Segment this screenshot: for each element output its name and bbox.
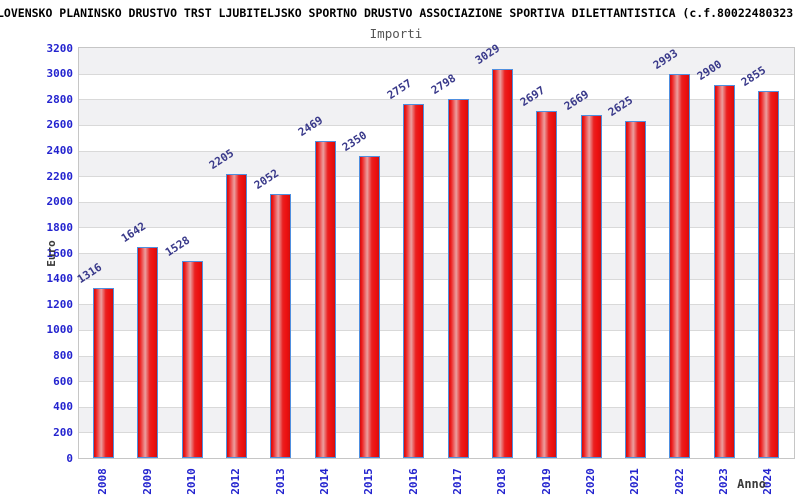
bar bbox=[181, 261, 203, 458]
x-axis-tick-label: 2016 bbox=[406, 467, 420, 495]
gridline bbox=[79, 99, 794, 101]
chart-subtitle: Importi bbox=[369, 26, 423, 41]
gridline bbox=[79, 176, 794, 178]
bar bbox=[270, 194, 292, 458]
x-axis-tick-label: 2018 bbox=[494, 467, 508, 495]
y-axis-tick-label: 1600 bbox=[46, 246, 74, 260]
y-axis-tick-label: 0 bbox=[66, 451, 73, 465]
y-axis-tick-label: 400 bbox=[53, 400, 73, 414]
gridline bbox=[79, 201, 794, 203]
gridline bbox=[79, 304, 794, 306]
bar bbox=[713, 85, 735, 458]
x-axis-tick-label: 2020 bbox=[583, 467, 597, 495]
y-axis-tick-label: 2200 bbox=[46, 169, 74, 183]
bar bbox=[137, 246, 159, 458]
x-axis-tick-label: 2015 bbox=[361, 467, 375, 495]
y-axis-tick-label: 1400 bbox=[46, 272, 74, 286]
gridline bbox=[79, 227, 794, 229]
bar bbox=[580, 115, 602, 458]
x-axis-tick-label: 2014 bbox=[317, 467, 331, 495]
y-axis-tick-label: 1200 bbox=[46, 297, 74, 311]
y-axis-tick-label: 200 bbox=[53, 425, 73, 439]
gridline bbox=[79, 73, 794, 75]
bar bbox=[93, 288, 114, 458]
gridline bbox=[79, 150, 794, 152]
x-axis-tick-label: 2023 bbox=[716, 467, 730, 495]
y-axis-tick-label: 2000 bbox=[46, 195, 74, 209]
x-axis-tick-label: 2008 bbox=[96, 467, 109, 495]
gridline bbox=[79, 432, 794, 434]
x-axis-tick-label: 2022 bbox=[672, 467, 686, 495]
x-axis-tick-label: 2017 bbox=[450, 467, 464, 495]
gridline bbox=[79, 124, 794, 126]
gridline bbox=[79, 355, 794, 357]
y-axis-tick-label: 800 bbox=[53, 349, 73, 362]
bar bbox=[225, 174, 247, 458]
plot-area: 1316 1642 1528 2205 2052 2469 2350 2757 2798 3029… bbox=[74, 42, 795, 459]
x-axis-tick-label: 2010 bbox=[184, 467, 198, 495]
y-axis-tick-label: 1800 bbox=[46, 220, 74, 234]
gridline bbox=[79, 329, 794, 331]
y-axis-tick-label: 600 bbox=[53, 374, 73, 388]
bar bbox=[491, 68, 513, 458]
y-axis-tick-label: 2800 bbox=[46, 92, 74, 106]
gridline bbox=[79, 381, 794, 383]
bar bbox=[358, 155, 380, 458]
bar bbox=[624, 120, 646, 458]
y-axis-tick-label: 2600 bbox=[46, 118, 74, 132]
bar bbox=[536, 111, 558, 458]
y-axis-title: Euro bbox=[37, 239, 65, 267]
bar bbox=[314, 140, 336, 458]
x-axis-title: Anno bbox=[737, 477, 766, 491]
bar bbox=[757, 91, 779, 458]
x-axis-tick-label: 2009 bbox=[140, 467, 154, 495]
bar bbox=[447, 98, 469, 458]
gridline bbox=[79, 406, 794, 408]
bar bbox=[403, 103, 425, 458]
x-axis-tick-labels: 2008 2009 2010 2012 2013 2014 2015 2016 2017 2018… bbox=[78, 459, 793, 499]
y-axis-tick-label: 1000 bbox=[46, 323, 74, 337]
bar bbox=[669, 73, 691, 458]
x-axis-tick-label: 2019 bbox=[539, 467, 553, 495]
y-axis-tick-label: 3200 bbox=[46, 41, 74, 55]
x-axis-tick-label: 2021 bbox=[627, 467, 641, 495]
x-axis-tick-label: 2012 bbox=[228, 467, 242, 495]
y-axis-title-text: Euro bbox=[44, 239, 58, 267]
grid-band bbox=[79, 48, 794, 74]
page-title: LOVENSKO PLANINSKO DRUSTVO TRST LJUBITEL… bbox=[0, 6, 794, 20]
gridline bbox=[79, 253, 794, 254]
x-axis-tick-label: 2013 bbox=[273, 467, 287, 495]
gridline bbox=[79, 278, 794, 280]
y-axis-tick-label: 2400 bbox=[46, 144, 74, 157]
y-axis-tick-label: 3000 bbox=[46, 67, 74, 81]
